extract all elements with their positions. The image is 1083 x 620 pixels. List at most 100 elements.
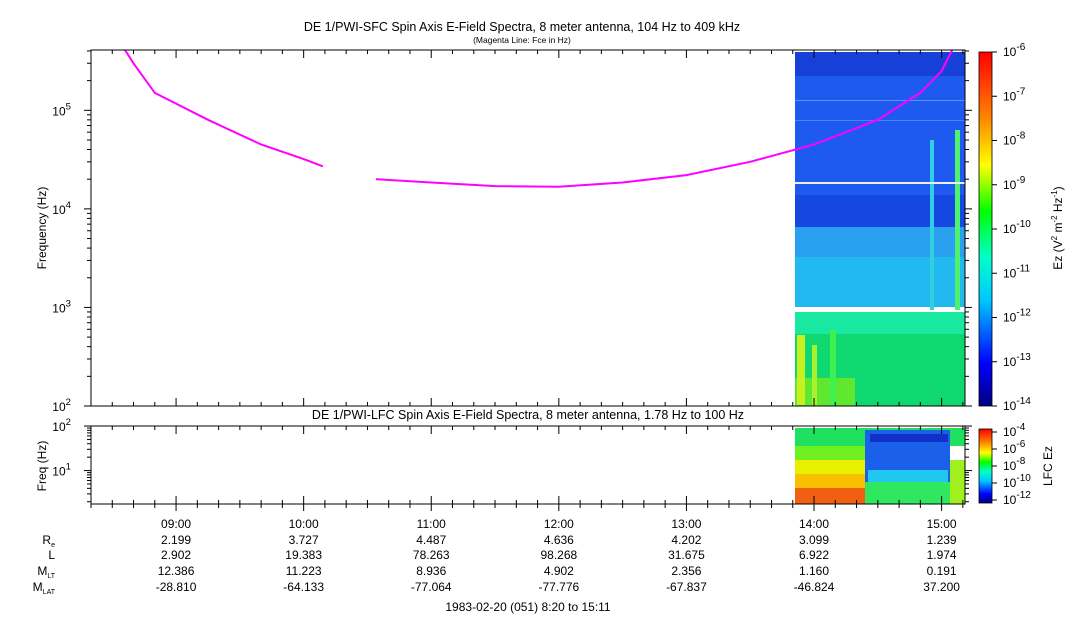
- sfc-band-high-dark: [795, 52, 965, 76]
- lfc-band-right-low: [865, 482, 955, 504]
- lfc-band-red: [795, 488, 865, 504]
- sfc-band-mid-upper: [795, 227, 965, 257]
- ephemeris-value: 4.902: [544, 564, 574, 578]
- lfc-spectrogram-data: [795, 428, 965, 504]
- colorbar-tick-label: 10-6: [1003, 42, 1026, 59]
- ephemeris-row-label: MLT: [37, 564, 55, 580]
- sfc-streak-cyan: [930, 140, 934, 310]
- sfc-band-low-upper: [795, 312, 965, 334]
- ephemeris-value: -77.064: [411, 580, 452, 594]
- lfc-plot-frame: [90, 425, 966, 505]
- ephemeris-value: 6.922: [799, 548, 829, 562]
- sfc-line-white1: [795, 182, 965, 184]
- sfc-line-white3: [795, 120, 965, 121]
- ephemeris-value: 31.675: [668, 548, 705, 562]
- ephemeris-value: 78.263: [413, 548, 450, 562]
- sfc-streak-green: [830, 330, 836, 406]
- x-tick-label: 09:00: [161, 517, 191, 531]
- sfc-spectrogram-data: [795, 52, 965, 406]
- lfc-band-cyan: [868, 470, 948, 482]
- colorbar-tick-label: 10-14: [1003, 396, 1031, 413]
- ephemeris-value: 2.356: [671, 564, 701, 578]
- colorbar-tick-label: 10-8: [1003, 131, 1026, 148]
- ephemeris-value: -67.837: [666, 580, 707, 594]
- y-tick-label: 102: [52, 417, 71, 434]
- ephemeris-row-label: MLAT: [33, 580, 56, 596]
- colorbar-tick-label: 10-6: [1003, 439, 1026, 456]
- ephemeris-table: Re 2.199 3.727 4.487 4.636 4.202 3.099 1.239 L 2.…: [33, 533, 961, 596]
- x-tick-label: 10:00: [289, 517, 319, 531]
- chart-subtitle-sfc: (Magenta Line: Fce in Hz): [473, 35, 571, 45]
- ephemeris-value: 8.936: [416, 564, 446, 578]
- sfc-plot-frame: [90, 49, 966, 407]
- colorbar-tick-label: 10-12: [1003, 308, 1031, 325]
- ephemeris-value: 37.200: [923, 580, 960, 594]
- sfc-colorbar-label: Ez (V2 m-2 Hz-1): [1050, 186, 1065, 269]
- y-tick-label: 103: [52, 298, 71, 315]
- fce-magenta-line: [124, 49, 954, 188]
- time-x-axis: 09:00 10:00 11:00 12:00 13:00 14:00 15:00: [90, 50, 964, 531]
- colorbar-tick-label: 10-8: [1003, 456, 1026, 473]
- ephemeris-value: 4.202: [671, 533, 701, 547]
- lfc-band-left-top: [795, 446, 865, 460]
- ephemeris-value: 98.268: [540, 548, 577, 562]
- y-tick-label: 105: [52, 101, 71, 118]
- ephemeris-value: 19.383: [285, 548, 322, 562]
- ephemeris-value: -77.776: [538, 580, 579, 594]
- ephemeris-row-label: L: [48, 548, 55, 562]
- sfc-streak-yellow: [797, 335, 805, 405]
- sfc-y-axis-label: Frequency (Hz): [35, 187, 49, 270]
- lfc-band-blue-dark: [870, 434, 948, 442]
- colorbar-tick-label: 10-11: [1003, 263, 1031, 280]
- y-tick-label: 101: [52, 462, 71, 479]
- x-tick-label: 15:00: [927, 517, 957, 531]
- colorbar-tick-label: 10-12: [1003, 490, 1031, 507]
- lfc-band-right-edge: [950, 460, 965, 504]
- lfc-colorbar: [978, 428, 993, 504]
- lfc-y-axis: 101 102: [52, 417, 972, 503]
- ephemeris-value: 1.974: [927, 548, 957, 562]
- lfc-band-orange: [795, 474, 865, 488]
- ephemeris-value: 3.727: [289, 533, 319, 547]
- ephemeris-value: 0.191: [927, 564, 957, 578]
- x-tick-label: 13:00: [671, 517, 701, 531]
- x-tick-label: 11:00: [417, 517, 446, 531]
- ephemeris-value: 2.902: [161, 548, 191, 562]
- ephemeris-value: 3.099: [799, 533, 829, 547]
- fce-line-segment: [375, 49, 954, 188]
- lfc-colorbar-label: LFC Ez: [1041, 446, 1055, 486]
- ephemeris-value: 12.386: [158, 564, 195, 578]
- ephemeris-value: 2.199: [161, 533, 191, 547]
- chart-title-sfc: DE 1/PWI-SFC Spin Axis E-Field Spectra, …: [304, 20, 740, 34]
- ephemeris-row-label: Re: [42, 533, 55, 549]
- sfc-colorbar-ticks: 10-6 10-7 10-8 10-9 10-10 10-11 10-12 10-13 10-1…: [992, 42, 1031, 413]
- ephemeris-value: 1.160: [799, 564, 829, 578]
- ephemeris-value: 4.487: [416, 533, 446, 547]
- sfc-gap: [795, 307, 965, 312]
- colorbar-tick-label: 10-13: [1003, 352, 1031, 369]
- ephemeris-value: -28.810: [156, 580, 197, 594]
- colorbar-tick-label: 10-10: [1003, 473, 1031, 490]
- x-tick-label: 14:00: [799, 517, 829, 531]
- y-tick-label: 104: [52, 200, 71, 217]
- sfc-streak-green2: [955, 130, 960, 310]
- colorbar-tick-label: 10-10: [1003, 219, 1031, 236]
- sfc-band-mid-dark: [795, 195, 965, 227]
- footer-date-range: 1983-02-20 (051) 8:20 to 15:11: [445, 600, 611, 614]
- sfc-streak-yellow2: [812, 345, 817, 405]
- ephemeris-value: 4.636: [544, 533, 574, 547]
- x-tick-label: 12:00: [544, 517, 574, 531]
- colorbar-tick-label: 10-4: [1003, 422, 1026, 439]
- colorbar-tick-label: 10-7: [1003, 86, 1026, 103]
- fce-line-segment: [124, 49, 324, 168]
- chart-title-lfc: DE 1/PWI-LFC Spin Axis E-Field Spectra, …: [312, 408, 744, 422]
- ephemeris-value: 1.239: [927, 533, 957, 547]
- ephemeris-value: -64.133: [283, 580, 324, 594]
- lfc-y-axis-label: Freq (Hz): [35, 441, 49, 492]
- ephemeris-value: -46.824: [794, 580, 835, 594]
- colorbar-tick-label: 10-9: [1003, 175, 1026, 192]
- sfc-colorbar: [978, 51, 993, 407]
- lfc-band-yellow: [795, 460, 865, 474]
